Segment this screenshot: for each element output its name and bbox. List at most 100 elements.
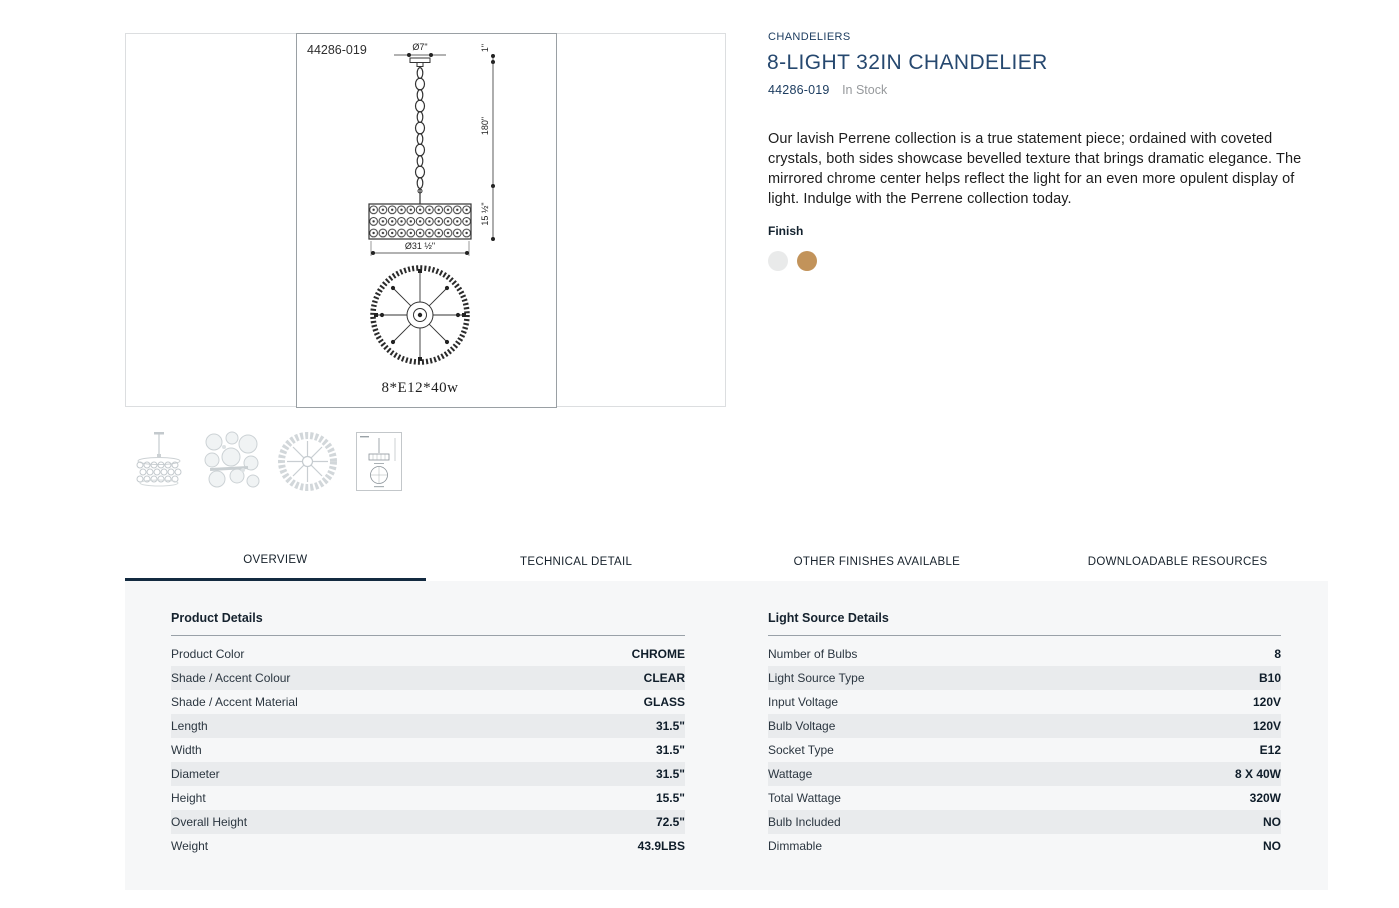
- spec-row: Product Color CHROME: [171, 642, 685, 666]
- thumbnail-crystal-detail-image: [204, 431, 260, 488]
- spec-label: Light Source Type: [768, 671, 865, 685]
- spec-value: E12: [1259, 743, 1281, 757]
- chain-graphic: [414, 66, 426, 190]
- technical-drawing: 44286-019 Ø7": [296, 33, 557, 408]
- spec-row: Total Wattage 320W: [768, 786, 1281, 810]
- spec-row: Socket Type E12: [768, 738, 1281, 762]
- overview-panel: Product Details Product Color CHROME Shad…: [125, 581, 1328, 890]
- spec-value: 31.5": [655, 743, 685, 757]
- top-view-graphic: [370, 265, 470, 365]
- thumbnail-line-drawing-image: [360, 436, 396, 488]
- spec-row: Number of Bulbs 8: [768, 642, 1281, 666]
- spec-label: Number of Bulbs: [768, 647, 858, 661]
- spec-label: Wattage: [768, 767, 813, 781]
- spec-row: Shade / Accent Colour CLEAR: [171, 666, 685, 690]
- thumbnail-bottom-view[interactable]: [277, 430, 338, 493]
- spec-label: Length: [171, 719, 208, 733]
- spec-value: 8: [1274, 647, 1281, 661]
- spec-value: 120V: [1252, 719, 1281, 733]
- product-sku: 44286-019: [768, 83, 830, 97]
- spec-value: 320W: [1249, 791, 1281, 805]
- divider: [768, 635, 1281, 636]
- spec-row: Bulb Voltage 120V: [768, 714, 1281, 738]
- thumbnail-bottom-view-image: [278, 432, 337, 491]
- vertical-dimension-graphic: 1" 180" 15 ½": [480, 44, 495, 241]
- spec-label: Input Voltage: [768, 695, 839, 709]
- spec-label: Total Wattage: [768, 791, 841, 805]
- divider: [171, 635, 685, 636]
- product-title: 8-LIGHT 32IN CHANDELIER: [767, 51, 1048, 74]
- tab-technical-detail[interactable]: TECHNICAL DETAIL: [520, 555, 633, 568]
- spec-label: Shade / Accent Colour: [171, 671, 291, 685]
- spec-row: Input Voltage 120V: [768, 690, 1281, 714]
- spec-label: Overall Height: [171, 815, 248, 829]
- dim-chain-length: 180": [480, 117, 490, 135]
- spec-value: 31.5": [655, 767, 685, 781]
- tab-bar: OVERVIEW TECHNICAL DETAIL OTHER FINISHES…: [125, 542, 1328, 581]
- spec-value: 72.5": [655, 815, 685, 829]
- spec-label: Bulb Voltage: [768, 719, 836, 733]
- spec-value: CHROME: [631, 647, 685, 661]
- stock-status: In Stock: [842, 83, 888, 97]
- spec-label: Dimmable: [768, 839, 823, 853]
- spec-value: 120V: [1252, 695, 1281, 709]
- spec-value: GLASS: [643, 695, 685, 709]
- light-source-details-table: Light Source Details Number of Bulbs 8 Li…: [768, 610, 1281, 858]
- spec-label: Shade / Accent Material: [171, 695, 298, 709]
- spec-row: Dimmable NO: [768, 834, 1281, 858]
- spec-value: 43.9LBS: [637, 839, 685, 853]
- finish-label: Finish: [768, 224, 804, 238]
- spec-label: Diameter: [171, 767, 220, 781]
- spec-value: 15.5": [655, 791, 685, 805]
- spec-value: 31.5": [655, 719, 685, 733]
- breadcrumb-category[interactable]: CHANDELIERS: [768, 31, 851, 43]
- spec-row: Weight 43.9LBS: [171, 834, 685, 858]
- spec-value: CLEAR: [643, 671, 685, 685]
- thumbnail-line-drawing[interactable]: [356, 432, 402, 491]
- tab-downloadable-resources[interactable]: DOWNLOADABLE RESOURCES: [1087, 555, 1268, 568]
- spec-row: Wattage 8 X 40W: [768, 762, 1281, 786]
- product-description: Our lavish Perrene collection is a true …: [768, 131, 1302, 207]
- spec-value: 8 X 40W: [1234, 767, 1281, 781]
- spec-row: Height 15.5": [171, 786, 685, 810]
- thumbnail-product-photo-image: [136, 432, 182, 487]
- spec-label: Width: [171, 743, 202, 757]
- drum-shade-graphic: [368, 203, 472, 240]
- spec-row: Bulb Included NO: [768, 810, 1281, 834]
- tab-other-finishes[interactable]: OTHER FINISHES AVAILABLE: [793, 555, 961, 568]
- sku-row: 44286-019 In Stock: [768, 83, 887, 97]
- spec-value: NO: [1263, 839, 1281, 853]
- spec-label: Bulb Included: [768, 815, 841, 829]
- spec-row: Length 31.5": [171, 714, 685, 738]
- spec-row: Width 31.5": [171, 738, 685, 762]
- finish-swatch-gold[interactable]: [797, 251, 817, 271]
- dim-canopy-diameter: Ø7": [412, 42, 427, 52]
- spec-row: Diameter 31.5": [171, 762, 685, 786]
- bulb-spec-label: 8*E12*40w: [382, 380, 459, 396]
- spec-label: Weight: [171, 839, 209, 853]
- dim-shade-diameter: Ø31 ½": [405, 241, 435, 251]
- light-source-details-title: Light Source Details: [768, 611, 889, 625]
- spec-label: Height: [171, 791, 206, 805]
- spec-row: Light Source Type B10: [768, 666, 1281, 690]
- finish-swatches: [768, 251, 817, 271]
- thumbnail-crystal-detail[interactable]: [202, 430, 262, 493]
- product-details-rows: Product Color CHROME Shade / Accent Colou…: [171, 642, 685, 858]
- thumbnail-product-photo[interactable]: [130, 430, 188, 494]
- product-image-panel: 44286-019 Ø7": [125, 33, 726, 408]
- tab-overview[interactable]: OVERVIEW: [125, 542, 426, 581]
- dim-canopy-height: 1": [480, 44, 490, 52]
- spec-label: Socket Type: [768, 743, 834, 757]
- spec-value: NO: [1263, 815, 1281, 829]
- technical-drawing-svg: 44286-019 Ø7": [307, 42, 495, 396]
- product-details-title: Product Details: [171, 611, 263, 625]
- spec-row: Shade / Accent Material GLASS: [171, 690, 685, 714]
- finish-swatch-chrome[interactable]: [768, 251, 788, 271]
- drawing-sku: 44286-019: [307, 43, 367, 57]
- product-details-table: Product Details Product Color CHROME Shad…: [171, 610, 685, 858]
- spec-value: B10: [1258, 671, 1281, 685]
- spec-row: Overall Height 72.5": [171, 810, 685, 834]
- light-source-details-rows: Number of Bulbs 8 Light Source Type B10 In…: [768, 642, 1281, 858]
- dim-shade-height: 15 ½": [480, 202, 490, 225]
- spec-label: Product Color: [171, 647, 245, 661]
